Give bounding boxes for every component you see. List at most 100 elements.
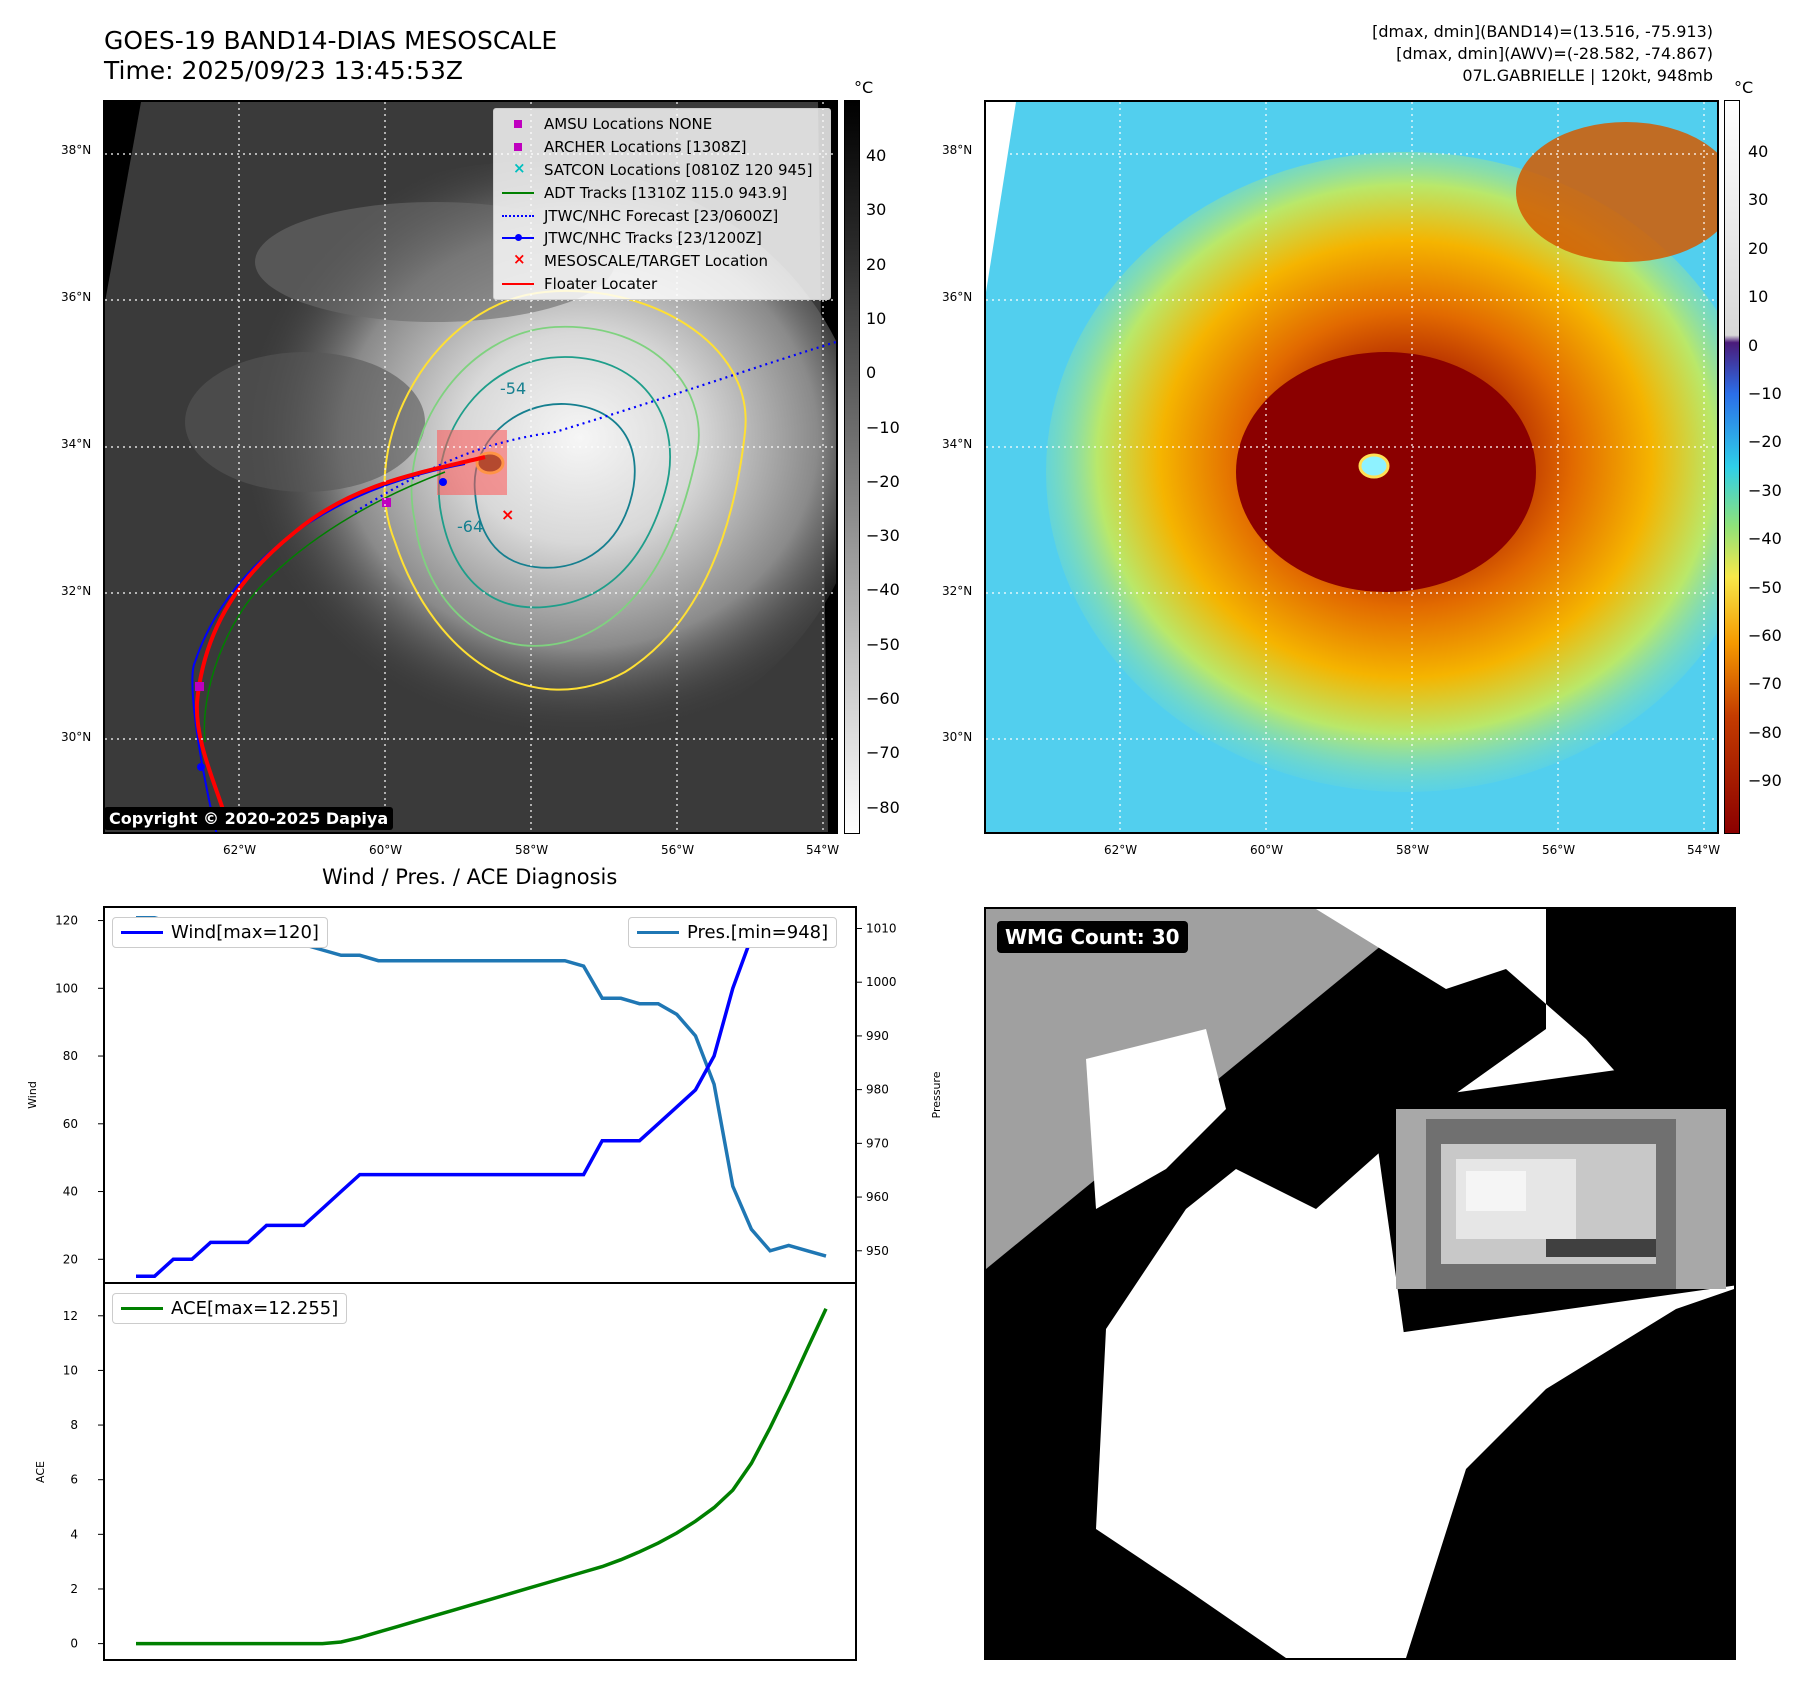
y-tick-label: 8	[70, 1418, 78, 1432]
colorbar-tick-label: −20	[1748, 432, 1782, 452]
awv-map-panel	[984, 100, 1719, 834]
ir-map-panel: -54 -64 × AMSU Locatio	[103, 100, 838, 834]
lon-label: 54°W	[1687, 843, 1721, 857]
contour-label-64: -64	[457, 517, 483, 536]
y-tick-label: 980	[866, 1083, 889, 1097]
y-tick-label: 990	[866, 1029, 889, 1043]
colorbar-tick-label: −70	[866, 743, 900, 763]
colorbar-tick-label: −10	[1748, 384, 1782, 403]
legend-symbol	[502, 187, 534, 199]
y-tick-label: 100	[55, 981, 78, 995]
map-legend: AMSU Locations NONE ARCHER Locations [130…	[493, 108, 831, 301]
y-tick-label: 0	[70, 1637, 78, 1651]
y-tick-label: 1010	[866, 921, 897, 935]
awv-map-image	[986, 102, 1717, 832]
y-tick-label: 80	[63, 1049, 78, 1063]
y-tick-label: 40	[63, 1185, 78, 1199]
lon-label: 62°W	[223, 843, 257, 857]
legend-label: AMSU Locations NONE	[544, 115, 713, 134]
colorbar-tick-label: −50	[1748, 577, 1782, 597]
legend-label: SATCON Locations [0810Z 120 945]	[544, 160, 813, 179]
lat-label: 32°N	[61, 584, 92, 598]
colorbar-tick-label: −20	[866, 471, 900, 491]
colorbar-tick-label: −80	[866, 797, 900, 817]
lat-label: 30°N	[942, 730, 973, 744]
diag-title: Wind / Pres. / ACE Diagnosis	[322, 865, 618, 889]
colorbar-tick-label: 20	[866, 254, 887, 274]
y-tick-label: 12	[63, 1309, 78, 1323]
colorbar-tick-label: 10	[866, 308, 887, 328]
y-tick-label: 10	[63, 1363, 78, 1377]
lat-label: 34°N	[942, 437, 973, 451]
colorbar-tick-label: 10	[1748, 287, 1769, 307]
legend-symbol	[502, 141, 534, 153]
lon-label: 60°W	[1250, 843, 1284, 857]
lon-label: 58°W	[1396, 843, 1430, 857]
wind-line	[136, 918, 826, 1278]
legend-symbol	[502, 232, 534, 244]
legend-symbol	[502, 210, 534, 222]
svg-text:×: ×	[501, 505, 514, 524]
lat-label: 38°N	[942, 143, 973, 157]
jtwc-track	[191, 463, 466, 832]
y-tick-label: 950	[866, 1244, 889, 1258]
ace-line	[136, 1308, 828, 1646]
ace-ylabel: ACE	[34, 1461, 47, 1483]
y-tick-label: 6	[70, 1473, 78, 1487]
colorbar-tick-label: −90	[1748, 771, 1782, 791]
legend-entry: Floater Locater	[502, 273, 822, 296]
colorbar-tick-label: 40	[1748, 142, 1769, 161]
pres-legend: Pres.[min=948]	[628, 917, 838, 948]
floater-box	[437, 430, 507, 495]
colorbar-tick-label: −30	[866, 526, 900, 546]
adt-track	[203, 471, 446, 743]
lat-label: 32°N	[942, 584, 973, 598]
pres-ylabel: Pressure	[930, 1071, 943, 1118]
color-colorbar	[1724, 100, 1740, 834]
legend-symbol	[502, 278, 534, 290]
wind-legend: Wind[max=120]	[112, 917, 328, 948]
ir-map-image: -54 -64 ×	[105, 102, 836, 832]
colorbar-tick-label: −60	[1748, 626, 1782, 645]
legend-symbol: ×	[513, 250, 526, 269]
y-tick-label: 20	[63, 1252, 78, 1266]
wmg-panel	[984, 907, 1736, 1660]
pres-legend-label: Pres.[min=948]	[687, 922, 829, 943]
legend-entry: AMSU Locations NONE	[502, 113, 822, 136]
colorbar-tick-label: −50	[866, 634, 900, 654]
info-band14: [dmax, dmin](BAND14)=(13.516, -75.913)	[1372, 22, 1713, 41]
lat-label: 36°N	[61, 290, 92, 304]
legend-entry: JTWC/NHC Forecast [23/0600Z]	[502, 204, 822, 227]
y-tick-label: 120	[55, 914, 78, 928]
lon-label: 54°W	[806, 843, 840, 857]
copyright-badge: Copyright © 2020-2025 Dapiya	[104, 807, 394, 830]
ace-legend-label: ACE[max=12.255]	[171, 1298, 339, 1319]
legend-label: Floater Locater	[544, 274, 658, 293]
legend-entry: × SATCON Locations [0810Z 120 945]	[502, 159, 822, 182]
colorbar-tick-label: 40	[866, 146, 887, 165]
figure-title: GOES-19 BAND14-DIAS MESOSCALE	[104, 26, 558, 55]
legend-label: JTWC/NHC Tracks [23/1200Z]	[544, 229, 762, 248]
wmg-image	[986, 909, 1734, 1658]
info-storm: 07L.GABRIELLE | 120kt, 948mb	[1462, 66, 1713, 85]
gray-colorbar	[844, 100, 860, 834]
colorbar-tick-label: −40	[1748, 529, 1782, 549]
y-tick-label: 4	[70, 1527, 78, 1541]
legend-symbol: ×	[513, 158, 526, 177]
colorbar-tick-label: −70	[1748, 674, 1782, 694]
colorbar-tick-label: −10	[866, 417, 900, 437]
legend-entry: × MESOSCALE/TARGET Location	[502, 250, 822, 273]
gray-colorbar-unit: °C	[854, 78, 874, 97]
y-tick-label: 970	[866, 1136, 889, 1150]
ace-axes	[103, 1282, 857, 1661]
contour-label-54: -54	[500, 379, 526, 398]
floater-track	[194, 455, 486, 823]
info-awv: [dmax, dmin](AWV)=(-28.582, -74.867)	[1396, 44, 1713, 63]
legend-symbol	[502, 118, 534, 130]
colorbar-tick-label: −40	[866, 580, 900, 600]
ace-legend: ACE[max=12.255]	[112, 1293, 348, 1324]
pressure-line	[136, 915, 827, 1258]
lon-label: 56°W	[661, 843, 695, 857]
lat-label: 34°N	[61, 437, 92, 451]
lat-label: 30°N	[61, 730, 92, 744]
